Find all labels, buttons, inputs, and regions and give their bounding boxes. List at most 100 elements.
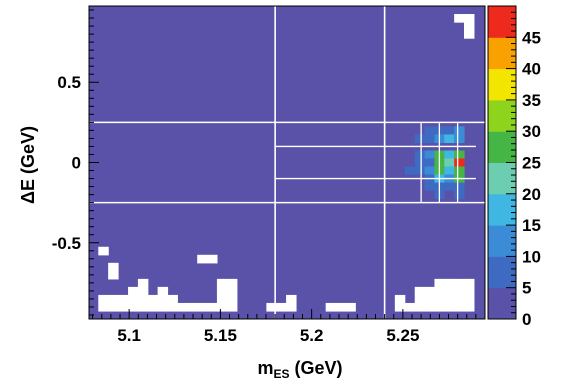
heatmap-cell bbox=[414, 206, 426, 216]
empty-bin bbox=[464, 278, 475, 288]
heatmap-cell bbox=[414, 110, 426, 119]
heatmap-cell bbox=[404, 86, 416, 95]
empty-bin bbox=[108, 302, 119, 312]
y-tick-label: 0 bbox=[72, 154, 81, 173]
heatmap-cell bbox=[315, 166, 327, 176]
empty-bin bbox=[187, 302, 198, 312]
heatmap-cell bbox=[454, 110, 465, 119]
heatmap-cell bbox=[454, 182, 465, 192]
heatmap-cell bbox=[454, 158, 465, 168]
heatmap-cell bbox=[414, 182, 426, 192]
heatmap-cell bbox=[444, 150, 455, 160]
colorbar-segment bbox=[488, 131, 516, 163]
empty-bin bbox=[128, 286, 139, 296]
heatmap-cell bbox=[256, 30, 267, 39]
empty-bin bbox=[216, 278, 228, 288]
heatmap-cell bbox=[404, 206, 416, 216]
empty-bin bbox=[108, 294, 119, 304]
heatmap-cell bbox=[424, 158, 436, 168]
empty-bin bbox=[216, 286, 228, 296]
x-tick-label: 5.1 bbox=[117, 326, 141, 345]
heatmap-cell bbox=[226, 46, 238, 55]
y-axis-title: ΔE (GeV) bbox=[18, 126, 38, 204]
heatmap-cell bbox=[394, 166, 406, 176]
plot-area bbox=[89, 6, 485, 319]
heatmap-cell bbox=[454, 150, 465, 160]
heatmap-cell bbox=[444, 182, 455, 192]
empty-bin bbox=[434, 294, 445, 304]
empty-bin bbox=[464, 30, 475, 39]
empty-bin bbox=[177, 302, 188, 312]
colorbar-tick-label: 25 bbox=[522, 154, 541, 173]
colorbar-segment bbox=[488, 99, 516, 132]
colorbar-segment bbox=[488, 162, 516, 195]
empty-bin bbox=[325, 302, 337, 312]
colorbar-tick-label: 45 bbox=[522, 28, 541, 47]
heatmap-cell bbox=[454, 190, 465, 200]
heatmap-cell bbox=[404, 150, 416, 160]
heatmap-cell bbox=[384, 86, 396, 95]
heatmap-cell bbox=[424, 134, 436, 144]
heatmap-cell bbox=[305, 150, 317, 160]
colorbar-tick-label: 40 bbox=[522, 60, 541, 79]
colorbar-segment bbox=[488, 225, 516, 257]
heatmap-cell bbox=[434, 102, 445, 111]
empty-bin bbox=[454, 286, 465, 296]
empty-bin bbox=[207, 254, 218, 264]
heatmap-cell bbox=[374, 182, 386, 192]
empty-bin bbox=[98, 294, 109, 304]
empty-bin bbox=[108, 262, 119, 272]
empty-bin bbox=[216, 302, 228, 312]
x-tick-label: 5.15 bbox=[204, 326, 237, 345]
colorbar-segment bbox=[488, 6, 516, 38]
heatmap-cell bbox=[444, 110, 455, 119]
heatmap-cell bbox=[444, 126, 455, 136]
empty-bin bbox=[454, 294, 465, 304]
empty-bin bbox=[444, 286, 455, 296]
heatmap-cell bbox=[434, 110, 445, 119]
empty-bin bbox=[454, 14, 465, 23]
empty-bin bbox=[137, 286, 149, 296]
heatmap-cell bbox=[345, 166, 356, 176]
heatmap-cell bbox=[404, 54, 416, 63]
heatmap-cell bbox=[404, 182, 416, 192]
heatmap-cell bbox=[315, 86, 327, 95]
colorbar-segment bbox=[488, 287, 516, 320]
heatmap-cell bbox=[414, 166, 426, 176]
colorbar-segment bbox=[488, 68, 516, 101]
empty-bin bbox=[137, 294, 149, 304]
empty-bin bbox=[197, 302, 208, 312]
empty-bin bbox=[424, 302, 436, 312]
empty-bin bbox=[98, 302, 109, 312]
empty-bin bbox=[98, 246, 109, 256]
colorbar-segment bbox=[488, 193, 516, 226]
empty-bin bbox=[157, 286, 169, 296]
empty-bin bbox=[414, 302, 426, 312]
heatmap-cell bbox=[424, 102, 436, 111]
x-axis-title-unit: (GeV) bbox=[290, 358, 343, 378]
empty-bin bbox=[414, 286, 426, 296]
heatmap-cell bbox=[424, 166, 436, 176]
colorbar-tick-label: 15 bbox=[522, 216, 541, 235]
empty-bin bbox=[197, 254, 208, 264]
x-axis-title-subscript: ES bbox=[273, 367, 289, 381]
empty-bin bbox=[444, 302, 455, 312]
heatmap-cell bbox=[404, 214, 416, 224]
heatmap-cell bbox=[414, 190, 426, 200]
empty-bin bbox=[266, 302, 277, 312]
empty-bin bbox=[226, 302, 238, 312]
empty-bin bbox=[335, 302, 346, 312]
heatmap-cell bbox=[424, 126, 436, 136]
signal-region-lines bbox=[89, 6, 485, 319]
empty-bin bbox=[128, 294, 139, 304]
heatmap-cell bbox=[444, 158, 455, 168]
empty-bin bbox=[118, 302, 129, 312]
empty-bin bbox=[404, 302, 416, 312]
empty-bin bbox=[207, 302, 218, 312]
empty-bin bbox=[167, 294, 178, 304]
heatmap-cell bbox=[394, 158, 406, 168]
heatmap-cell bbox=[454, 126, 465, 136]
heatmap-cell bbox=[424, 150, 436, 160]
empty-bin bbox=[414, 294, 426, 304]
